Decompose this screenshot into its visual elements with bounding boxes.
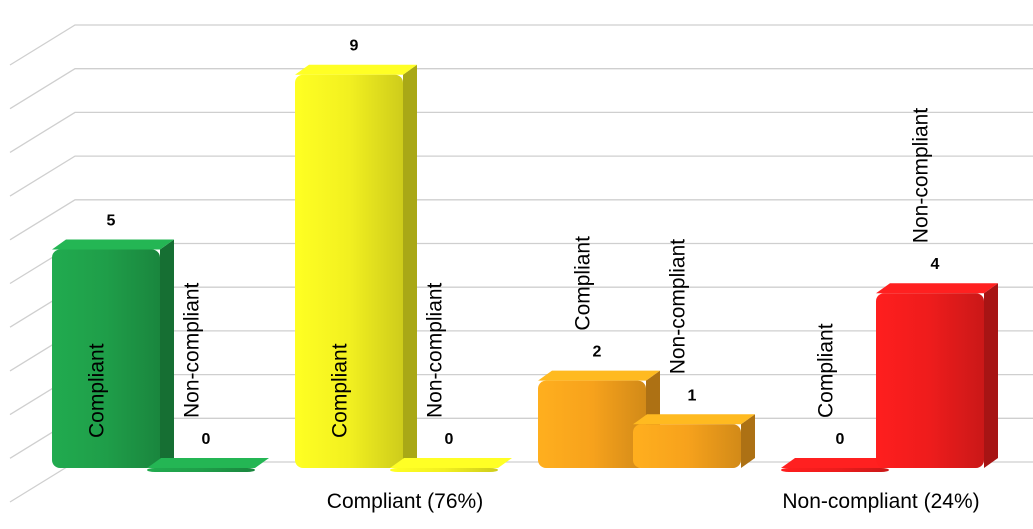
bar-front: [876, 293, 984, 468]
bar-top: [390, 458, 512, 468]
bar-top: [295, 64, 417, 75]
bar-top: [633, 414, 755, 425]
value-label: 0: [202, 431, 211, 448]
bar-top: [147, 458, 269, 468]
bar-side: [403, 64, 417, 468]
bar: [390, 458, 512, 472]
bar-top: [781, 458, 903, 468]
bar-front: [781, 468, 889, 472]
bar: [633, 414, 755, 468]
value-label: 9: [350, 38, 359, 55]
category-label: Non-compliant: [181, 282, 204, 418]
bar: [295, 64, 417, 468]
bar-front: [147, 468, 255, 472]
bar-top: [538, 370, 660, 381]
bar: [781, 458, 903, 472]
value-label: 1: [688, 387, 697, 404]
bar-side: [160, 239, 174, 468]
category-label: Non-compliant: [667, 239, 690, 375]
bar-front: [390, 468, 498, 472]
bar-top: [52, 239, 174, 250]
category-label: Compliant: [329, 343, 352, 438]
bar: [876, 283, 998, 468]
value-label: 5: [107, 213, 116, 230]
group-label: Compliant (76%): [327, 490, 483, 513]
value-label: 4: [931, 256, 940, 273]
bar: [538, 370, 660, 468]
value-label: 0: [445, 431, 454, 448]
bar-front: [633, 424, 741, 468]
bar: [147, 458, 269, 472]
bar-side: [741, 414, 755, 468]
bar: [52, 239, 174, 468]
category-label: Compliant: [572, 236, 595, 331]
grid-line: [9, 111, 1033, 153]
value-label: 2: [593, 344, 602, 361]
value-label: 0: [836, 431, 845, 448]
bar-front: [538, 380, 646, 468]
bar-front: [52, 249, 160, 468]
category-label: Non-compliant: [424, 282, 447, 418]
grid-line: [9, 24, 1033, 66]
group-label: Non-compliant (24%): [782, 490, 979, 513]
category-label: Compliant: [86, 343, 109, 438]
grid-line: [9, 155, 1033, 197]
grid-line: [9, 68, 1033, 110]
grid-line: [9, 199, 1033, 241]
bar-front: [295, 74, 403, 468]
category-label: Non-compliant: [910, 108, 933, 244]
bar-side: [984, 283, 998, 468]
bar-top: [876, 283, 998, 294]
category-label: Compliant: [815, 323, 838, 418]
